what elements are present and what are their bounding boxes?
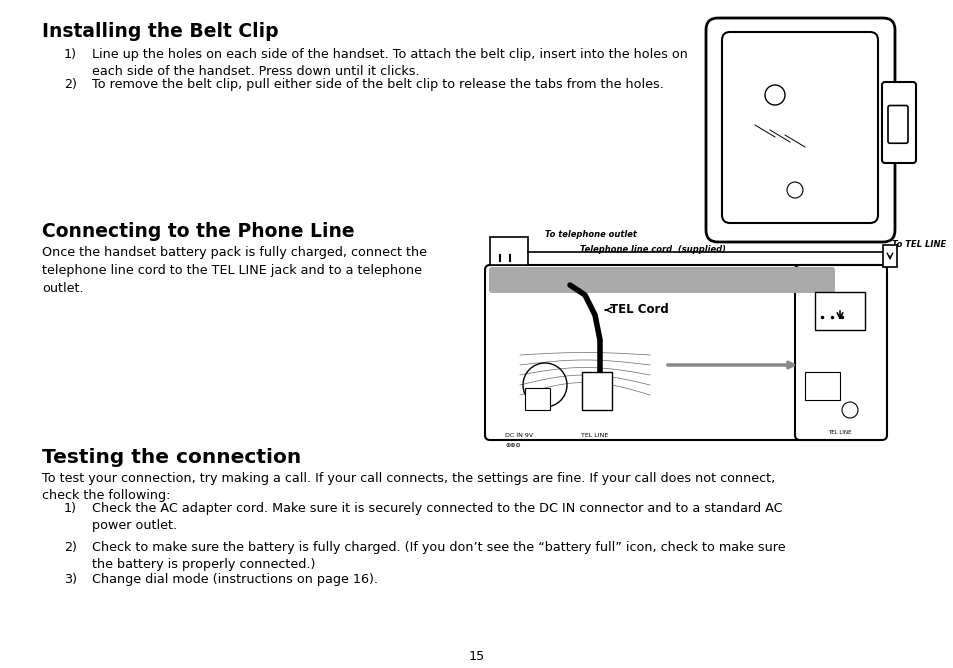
Text: To TEL LINE: To TEL LINE — [891, 240, 945, 249]
Text: 2): 2) — [64, 541, 77, 554]
Text: To remove the belt clip, pull either side of the belt clip to release the tabs f: To remove the belt clip, pull either sid… — [91, 78, 663, 91]
FancyBboxPatch shape — [794, 265, 886, 440]
FancyBboxPatch shape — [489, 267, 834, 293]
Text: To test your connection, try making a call. If your call connects, the settings : To test your connection, try making a ca… — [42, 472, 775, 502]
FancyBboxPatch shape — [887, 106, 907, 143]
Text: TEL LINE: TEL LINE — [580, 433, 608, 438]
Text: TEL Cord: TEL Cord — [609, 303, 668, 316]
Text: ⊕⊕⊖: ⊕⊕⊖ — [504, 443, 520, 448]
Bar — [814, 292, 864, 330]
Text: Testing the connection: Testing the connection — [42, 448, 301, 467]
Text: 1): 1) — [64, 48, 77, 61]
Text: Check to make sure the battery is fully charged. (If you don’t see the “battery : Check to make sure the battery is fully … — [91, 541, 785, 571]
Bar — [882, 245, 896, 267]
Text: Telephone line cord  (supplied): Telephone line cord (supplied) — [579, 245, 725, 254]
Text: TEL LINE: TEL LINE — [827, 430, 851, 435]
Text: Connecting to the Phone Line: Connecting to the Phone Line — [42, 222, 355, 241]
Text: 3): 3) — [64, 573, 77, 586]
Bar — [581, 372, 612, 410]
Bar — [804, 372, 840, 400]
FancyBboxPatch shape — [882, 82, 915, 163]
Bar — [490, 237, 527, 265]
Text: Check the AC adapter cord. Make sure it is securely connected to the DC IN conne: Check the AC adapter cord. Make sure it … — [91, 502, 781, 532]
Text: Installing the Belt Clip: Installing the Belt Clip — [42, 22, 278, 41]
Bar — [524, 388, 550, 410]
Text: DC IN 9V: DC IN 9V — [504, 433, 533, 438]
Text: 1): 1) — [64, 502, 77, 515]
FancyBboxPatch shape — [721, 32, 877, 223]
Text: Once the handset battery pack is fully charged, connect the
telephone line cord : Once the handset battery pack is fully c… — [42, 246, 427, 295]
Text: 2): 2) — [64, 78, 77, 91]
FancyBboxPatch shape — [484, 265, 884, 440]
Text: Change dial mode (instructions on page 16).: Change dial mode (instructions on page 1… — [91, 573, 377, 586]
Text: To telephone outlet: To telephone outlet — [544, 230, 637, 239]
Text: 15: 15 — [468, 650, 485, 663]
Text: Line up the holes on each side of the handset. To attach the belt clip, insert i: Line up the holes on each side of the ha… — [91, 48, 687, 78]
